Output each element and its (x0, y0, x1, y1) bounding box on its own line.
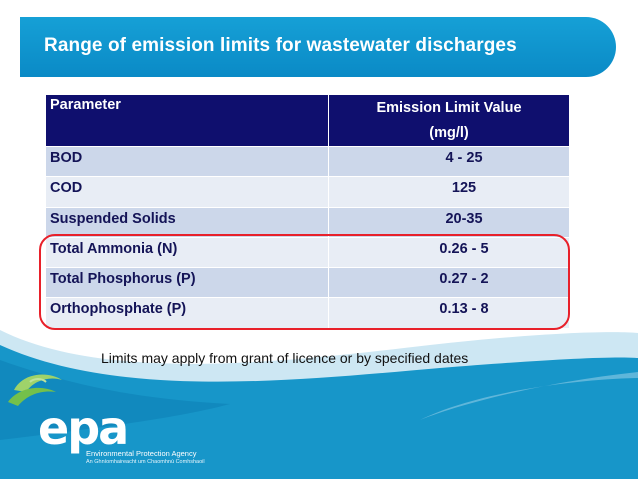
row-parameter: Orthophosphate (P) (45, 297, 329, 329)
table-row: Total Ammonia (N) 0.26 - 5 (45, 236, 570, 269)
table-row: Orthophosphate (P) 0.13 - 8 (45, 297, 570, 329)
header-limit-line2: (mg/l) (429, 125, 469, 141)
slide-title: Range of emission limits for wastewater … (44, 35, 517, 56)
logo-agency-name-irish: An Ghníomhaireacht um Chaomhnú Comhshaoi… (86, 459, 205, 465)
table-row: Total Phosphorus (P) 0.27 - 2 (45, 267, 570, 299)
header-parameter: Parameter (45, 94, 329, 147)
header-limit-line1: Emission Limit Value (376, 100, 522, 116)
table-row: BOD 4 - 25 (45, 145, 570, 178)
table-row: Suspended Solids 20-35 (45, 206, 570, 238)
row-limit: 0.26 - 5 (328, 236, 570, 269)
row-limit: 0.13 - 8 (328, 297, 570, 329)
row-limit: 125 (328, 176, 570, 208)
row-limit: 4 - 25 (328, 145, 570, 178)
row-parameter: COD (45, 176, 329, 208)
epa-logo-text: epa (38, 401, 129, 455)
table-header-row: Parameter Emission Limit Value (mg/l) (45, 94, 570, 147)
table-row: COD 125 (45, 176, 570, 208)
row-parameter: Total Ammonia (N) (45, 236, 329, 269)
footnote: Limits may apply from grant of licence o… (101, 350, 469, 366)
emission-limits-table: Parameter Emission Limit Value (mg/l) BO… (45, 94, 570, 329)
title-banner (20, 17, 616, 77)
row-limit: 20-35 (328, 206, 570, 238)
logo-agency-name: Environmental Protection Agency (86, 449, 197, 458)
row-parameter: Suspended Solids (45, 206, 329, 238)
row-limit: 0.27 - 2 (328, 267, 570, 299)
header-emission-limit: Emission Limit Value (mg/l) (328, 94, 570, 147)
highlight-outline (39, 234, 570, 330)
epa-logo-mark (8, 374, 62, 406)
row-parameter: BOD (45, 145, 329, 178)
